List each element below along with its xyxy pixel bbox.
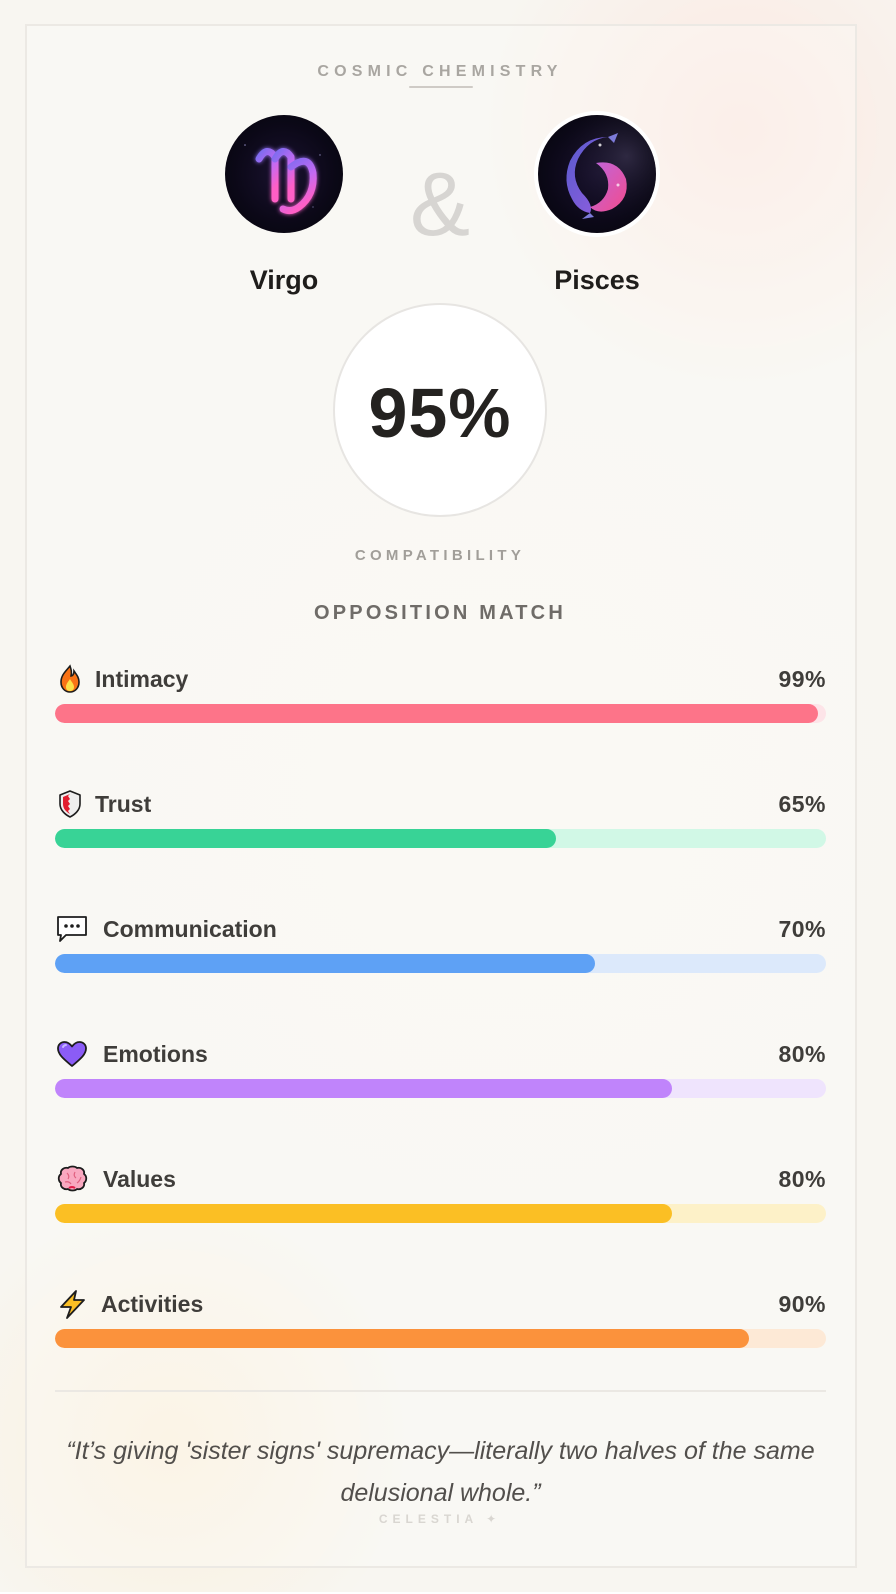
metric-value: 80% [778,1166,826,1192]
pisces-fish-icon [538,115,656,233]
match-type-heading: OPPOSITION MATCH [314,602,566,624]
metric-bar-track [55,954,826,973]
metric-label: Intimacy [95,666,189,692]
metric-label: Emotions [103,1041,208,1067]
metric-activities: Activities 90% [55,1289,826,1349]
metric-bar-fill [55,1204,672,1223]
metric-emotions: Emotions 80% [55,1039,826,1099]
metric-value: 90% [778,1291,826,1317]
metric-value: 80% [778,1041,826,1067]
metric-label: Values [103,1166,176,1192]
metric-bar-track [55,704,826,723]
compatibility-card [25,24,857,1568]
metric-trust: Trust 65% [55,789,826,849]
metric-bar-fill [55,1329,749,1348]
virgo-medallion [225,115,343,233]
metric-bar-fill [55,1079,672,1098]
metric-bar-fill [55,829,557,848]
metric-communication: Communication 70% [55,914,826,974]
compatibility-quote: “It’s giving 'sister signs' supremacy—li… [66,1437,815,1507]
compatibility-label: COMPATIBILITY [354,547,526,564]
shield-icon [55,789,85,819]
metric-value: 65% [778,791,826,817]
metric-bar-fill [55,704,819,723]
lightning-icon [55,1289,89,1319]
title-underline [409,86,473,88]
metric-label: Activities [101,1291,204,1317]
metric-label: Communication [103,916,277,942]
metric-bar-track [55,1079,826,1098]
metric-label: Trust [95,791,152,817]
sign-name-right: Pisces [554,265,640,295]
card-title: COSMIC CHEMISTRY [317,63,563,80]
sign-name-left: Virgo [249,265,319,295]
compatibility-score: 95% [368,374,512,452]
metric-intimacy: Intimacy 99% [55,664,826,724]
metric-values: Values 80% [55,1164,826,1224]
score-circle: 95% [333,303,547,517]
section-divider [55,1390,826,1392]
page-bottom-edge [0,1592,896,1594]
metric-bar-track [55,829,826,848]
speech-bubble-icon [55,914,89,944]
metric-bar-track [55,1204,826,1223]
fire-icon [55,664,85,694]
metric-bar-track [55,1329,826,1348]
brand-signature: CELESTIA ✦ [378,1512,502,1526]
metric-value: 70% [778,916,826,942]
brain-icon [55,1164,89,1194]
virgo-glyph-icon [244,144,321,215]
ampersand-connector: & [409,155,471,255]
pisces-medallion [538,115,656,233]
purple-heart-icon [55,1039,89,1069]
metric-value: 99% [778,666,826,692]
metric-bar-fill [55,954,595,973]
